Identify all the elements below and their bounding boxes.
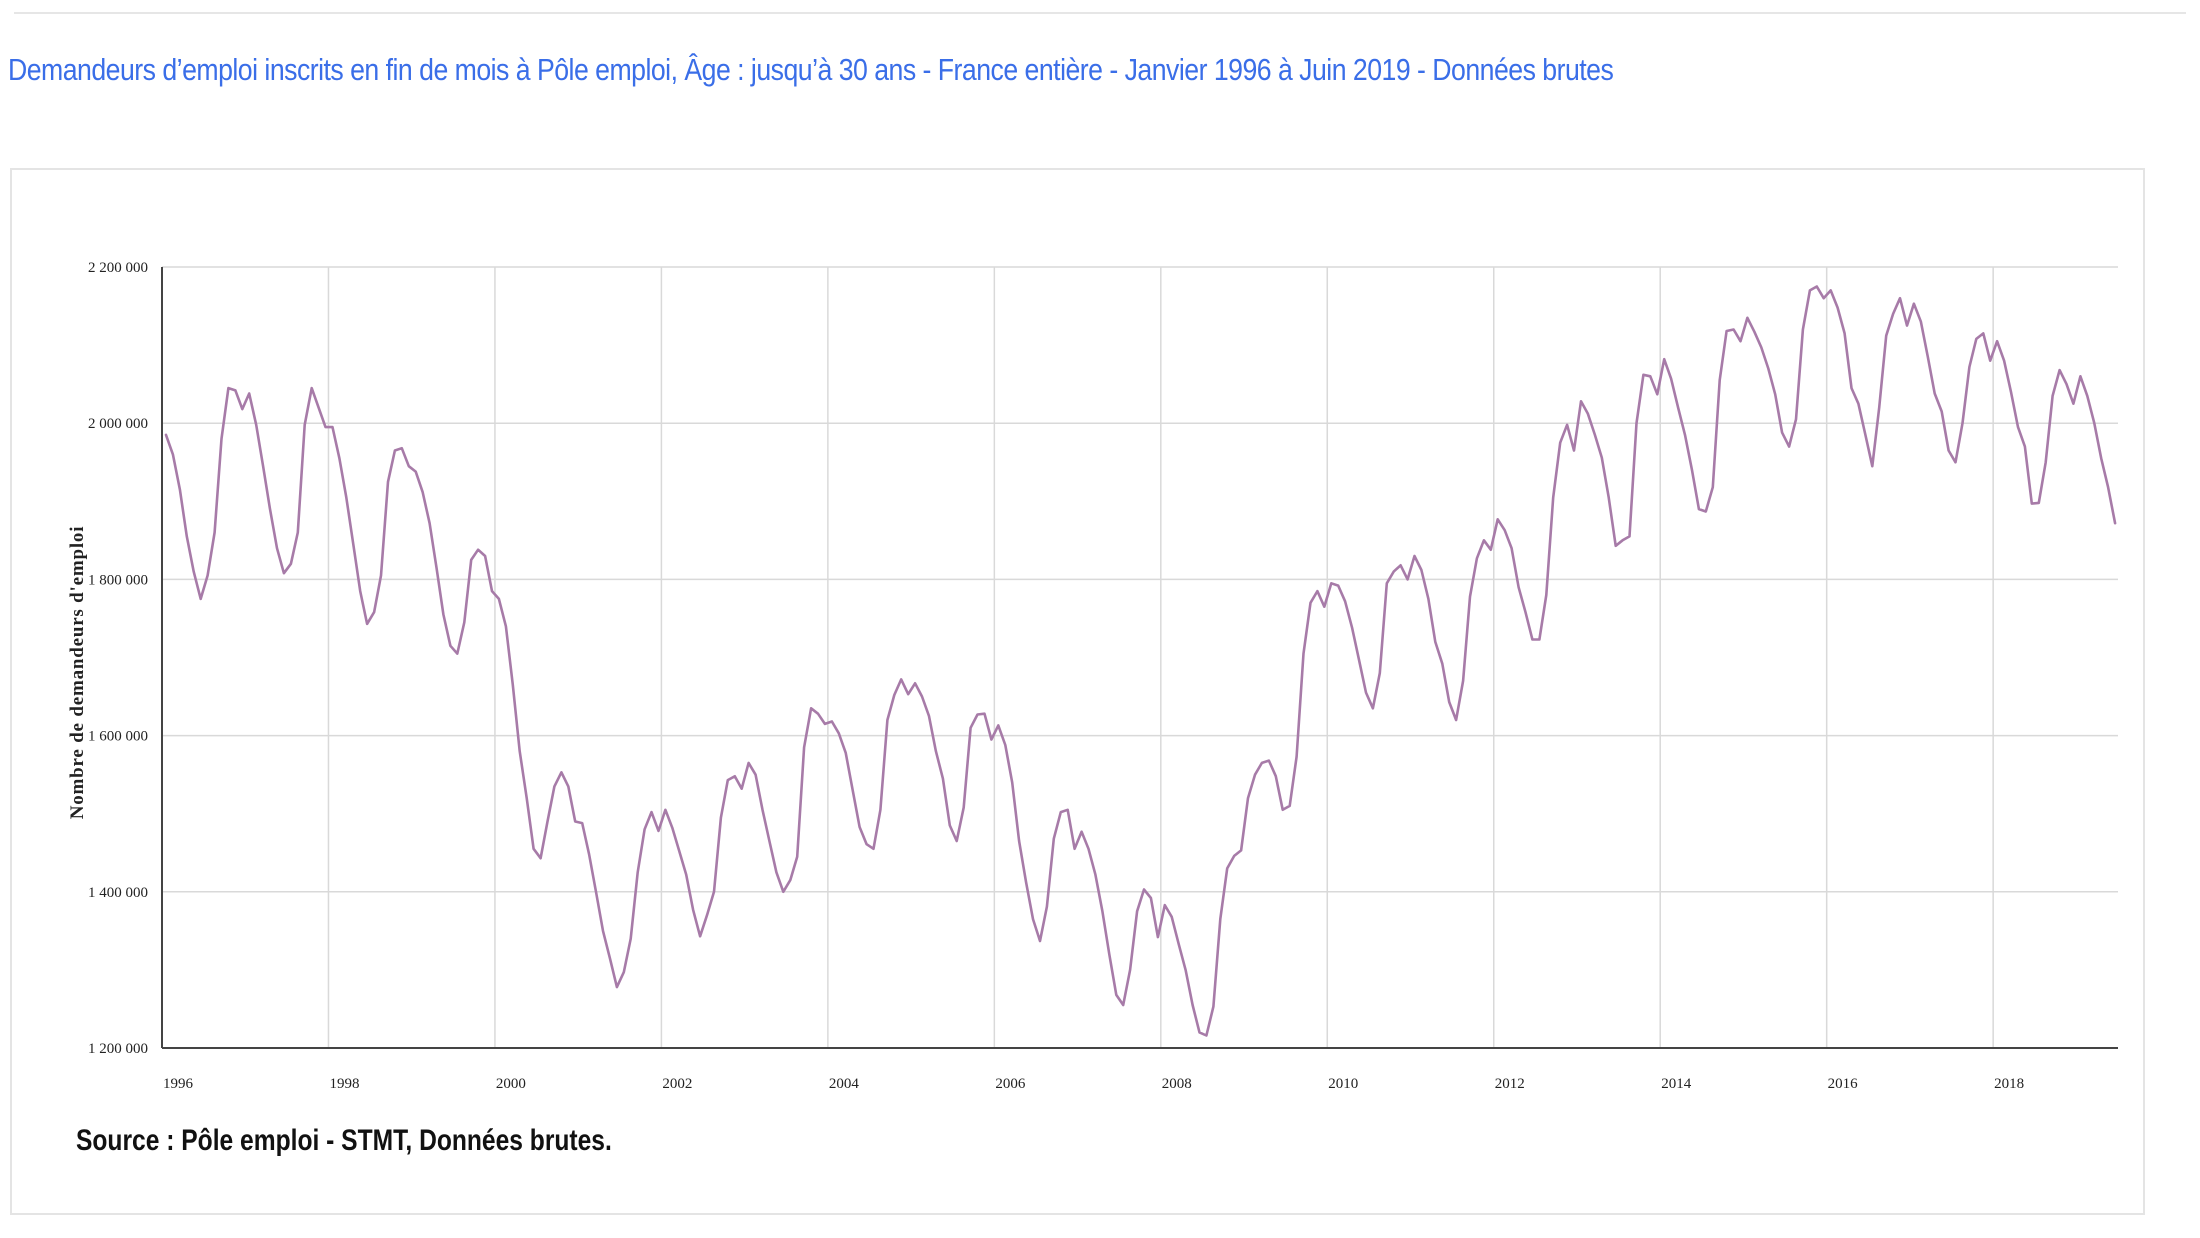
y-tick-label: 1 200 000	[88, 1041, 148, 1057]
y-axis-title: Nombre de demandeurs d'emploi	[67, 526, 88, 820]
top-divider	[14, 12, 2186, 14]
x-tick-label: 2018	[1994, 1076, 2024, 1092]
x-tick-label: 1996	[163, 1076, 194, 1092]
chart-panel: 1 200 000 1 400 000 1 600 000 1 800 000 2 00…	[10, 168, 2145, 1215]
x-tick-label: 2008	[1162, 1076, 1192, 1092]
x-tick-label: 2014	[1661, 1076, 1692, 1092]
x-tick-label: 2016	[1828, 1076, 1859, 1092]
x-tick-label: 2010	[1328, 1076, 1358, 1092]
x-tick-label: 2002	[662, 1076, 692, 1092]
x-tick-label: 2006	[995, 1076, 1026, 1092]
x-tick-label: 2000	[496, 1076, 526, 1092]
y-tick-label: 2 200 000	[88, 260, 148, 276]
x-tick-label: 2004	[829, 1076, 860, 1092]
y-tick-label: 1 800 000	[88, 572, 148, 588]
y-tick-label: 2 000 000	[88, 416, 148, 432]
y-tick-label: 1 600 000	[88, 729, 148, 745]
y-tick-label: 1 400 000	[88, 885, 148, 901]
line-chart: 1 200 000 1 400 000 1 600 000 1 800 000 2 00…	[67, 260, 2118, 1092]
x-tick-label: 2012	[1495, 1076, 1525, 1092]
series-line	[164, 285, 2117, 1037]
page-title: Demandeurs d’emploi inscrits en fin de m…	[8, 52, 1614, 87]
source-note: Source : Pôle emploi - STMT, Données bru…	[76, 1124, 612, 1157]
x-tick-label: 1998	[329, 1076, 359, 1092]
